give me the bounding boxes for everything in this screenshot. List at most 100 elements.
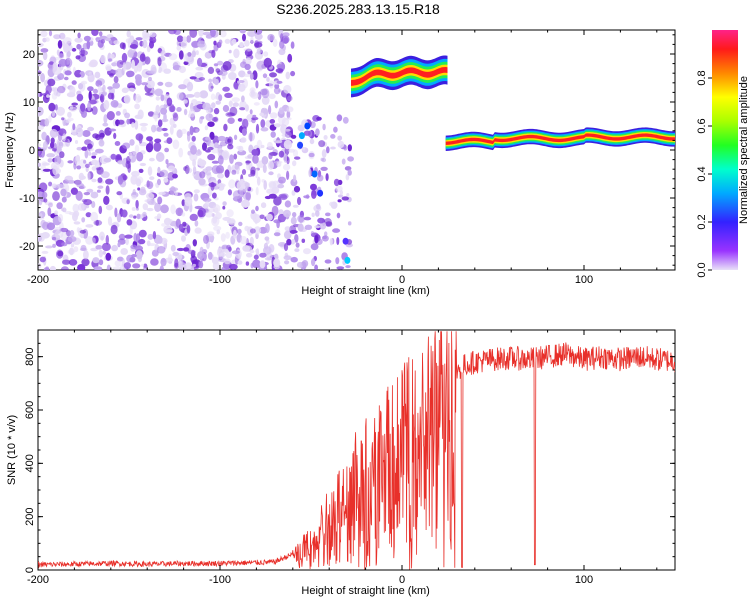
scatter-blob — [290, 256, 298, 263]
noise-blob — [241, 169, 247, 175]
snr-content — [38, 331, 675, 570]
noise-blob — [109, 128, 117, 132]
noise-blob — [260, 202, 267, 209]
noise-blob — [274, 160, 283, 164]
noise-blob — [91, 151, 98, 156]
noise-blob — [172, 139, 180, 150]
noise-blob — [204, 51, 213, 59]
noise-blob — [221, 266, 229, 270]
noise-blob — [38, 91, 41, 97]
noise-blob — [112, 82, 120, 89]
noise-blob — [68, 259, 78, 266]
noise-blob — [184, 164, 190, 175]
noise-blob — [159, 265, 164, 270]
noise-blob — [219, 182, 223, 187]
noise-blob — [51, 183, 57, 189]
spectrogram-y-axis-label: Frequency (Hz) — [4, 112, 16, 188]
noise-blob — [284, 252, 289, 258]
scatter-blob — [314, 235, 319, 244]
noise-blob — [83, 35, 91, 42]
noise-blob — [267, 141, 273, 149]
scatter-blob — [293, 174, 297, 183]
noise-blob — [176, 45, 182, 51]
scatter-blob — [290, 216, 297, 225]
noise-blob — [64, 210, 72, 215]
noise-blob — [133, 232, 138, 242]
noise-blob — [178, 84, 187, 90]
noise-blob — [273, 196, 282, 206]
scatter-blob — [295, 242, 300, 248]
noise-blob — [267, 160, 274, 170]
noise-blob — [286, 170, 290, 180]
scatter-blob — [308, 168, 312, 178]
noise-blob — [207, 121, 215, 127]
noise-blob — [172, 251, 179, 257]
noise-blob — [49, 128, 58, 138]
noise-blob — [253, 254, 259, 260]
noise-blob — [54, 230, 64, 239]
noise-blob — [161, 223, 166, 227]
noise-blob — [255, 205, 259, 212]
noise-blob — [268, 171, 274, 176]
noise-blob — [42, 168, 52, 172]
noise-blob — [249, 236, 254, 246]
noise-blob — [187, 249, 196, 255]
noise-blob — [262, 164, 267, 173]
noise-blob — [281, 123, 285, 128]
noise-blob — [176, 247, 185, 252]
noise-blob — [260, 144, 265, 149]
noise-blob — [249, 109, 253, 115]
colorbar-tick-label: 0.8 — [696, 70, 708, 85]
y-tick-label: 600 — [24, 401, 36, 419]
noise-blob — [81, 258, 90, 267]
noise-blob — [126, 219, 133, 226]
noise-blob — [48, 115, 52, 123]
noise-blob — [62, 259, 71, 265]
noise-blob — [268, 93, 276, 100]
noise-blob — [269, 72, 277, 78]
noise-blob — [187, 52, 192, 57]
noise-blob — [140, 186, 146, 193]
noise-blob — [156, 126, 163, 132]
noise-blob — [78, 83, 84, 90]
noise-blob — [163, 217, 172, 226]
noise-blob — [116, 213, 122, 223]
noise-blob — [183, 99, 188, 104]
noise-blob — [153, 142, 162, 152]
noise-blob — [225, 251, 233, 259]
noise-blob — [168, 30, 177, 35]
noise-blob — [286, 110, 291, 119]
noise-blob — [217, 135, 226, 142]
noise-blob — [197, 158, 203, 165]
noise-blob — [151, 249, 159, 257]
noise-blob — [278, 209, 284, 216]
noise-blob — [38, 199, 43, 206]
noise-blob — [211, 49, 216, 58]
noise-blob — [87, 126, 95, 132]
noise-blob — [71, 80, 77, 85]
noise-blob — [222, 61, 232, 71]
bright-scatter-point — [304, 122, 311, 130]
noise-blob — [52, 148, 57, 152]
noise-blob — [267, 34, 275, 41]
noise-blob — [41, 250, 49, 254]
noise-blob — [135, 37, 143, 41]
noise-blob — [61, 242, 68, 247]
noise-blob — [249, 249, 255, 254]
noise-blob — [75, 55, 81, 60]
noise-blob — [238, 83, 246, 92]
noise-blob — [241, 128, 247, 136]
noise-blob — [85, 163, 90, 168]
noise-blob — [203, 234, 209, 244]
noise-blob — [112, 266, 122, 270]
scatter-blob — [336, 212, 341, 219]
noise-blob — [259, 214, 265, 220]
noise-blob — [222, 201, 227, 207]
noise-blob — [290, 41, 295, 49]
noise-blob — [212, 192, 217, 199]
noise-blob — [140, 125, 147, 132]
noise-blob — [38, 143, 42, 147]
noise-blob — [241, 95, 245, 103]
noise-blob — [125, 238, 129, 246]
noise-blob — [160, 50, 166, 57]
